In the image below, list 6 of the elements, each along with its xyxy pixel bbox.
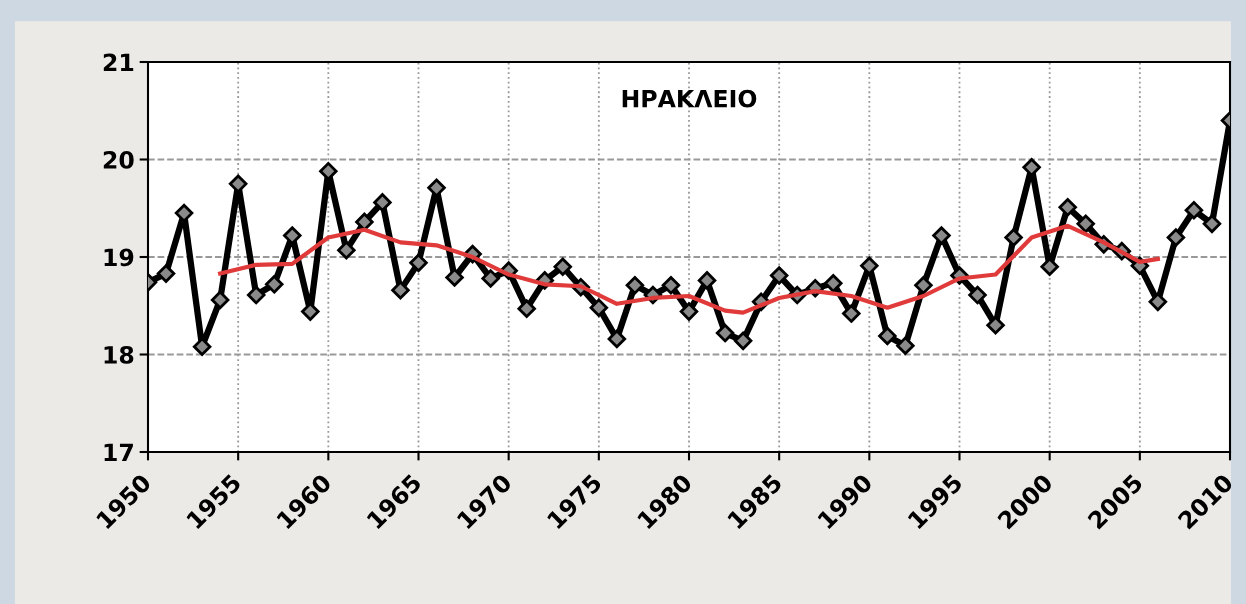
y-tick-label: 18 [104,345,134,364]
y-tick-label: 20 [103,150,134,169]
text: ΗΡΑΚΛΕΙΟ [622,89,757,108]
y-tick-label: 19 [104,248,134,267]
y-tick-label: 17 [104,443,133,461]
y-tick-label: 21 [103,53,134,71]
